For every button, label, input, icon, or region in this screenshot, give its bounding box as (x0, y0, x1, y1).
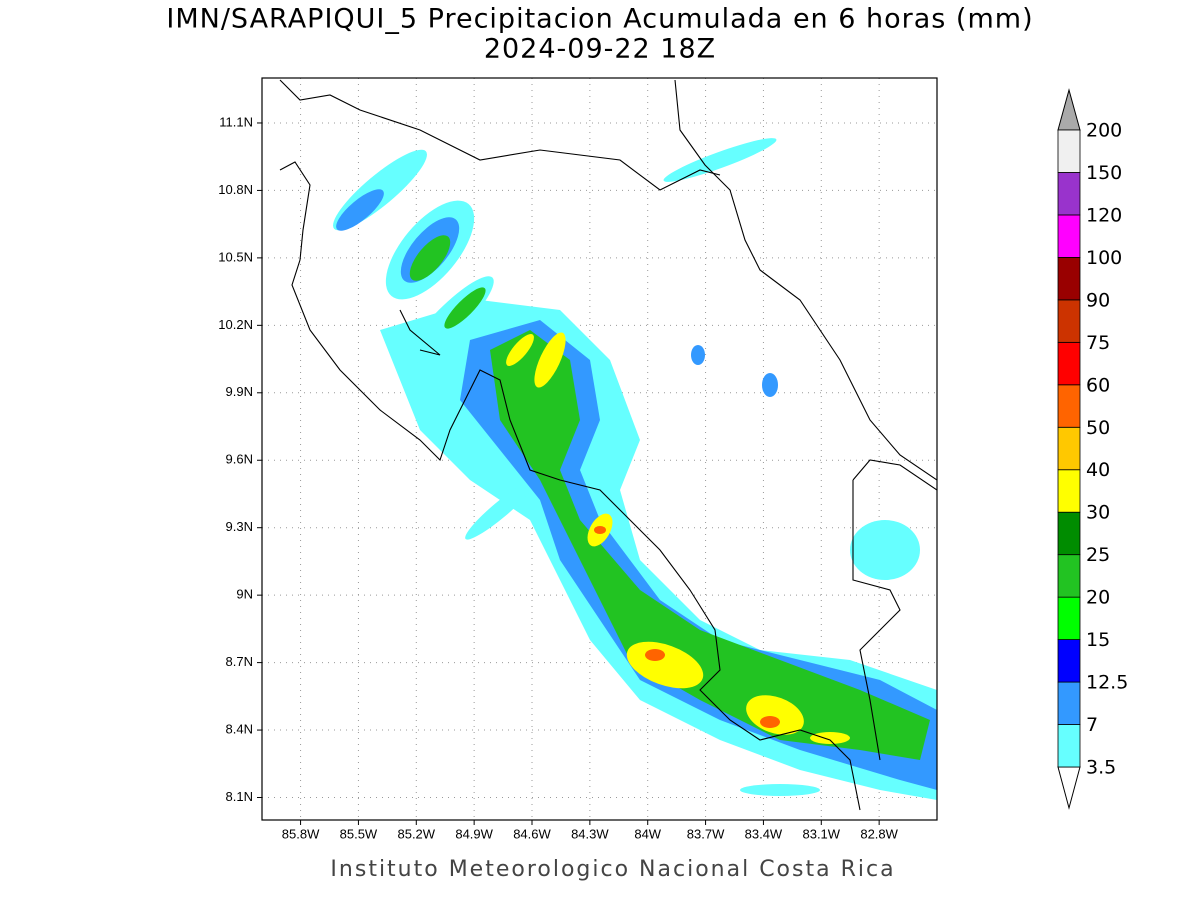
ticks: 85.8W 85.5W 85.2W 84.9W 84.6W 84.3W 84W 83.7W 83… (218, 114, 898, 841)
rain-area (490, 330, 930, 760)
colorbar-box (1057, 639, 1081, 683)
y-tick-label: 8.7N (226, 654, 253, 669)
rain-area (740, 784, 820, 796)
colorbar-label: 15 (1086, 629, 1110, 651)
y-tick-label: 8.4N (226, 721, 253, 736)
rain-area (336, 189, 384, 231)
precipitation (333, 138, 937, 800)
y-tick-label: 9.3N (226, 519, 253, 534)
colorbar-label: 90 (1086, 289, 1110, 311)
y-tick-label: 10.8N (218, 182, 253, 197)
coastline (399, 309, 441, 356)
subtitle: 2024-09-22 18Z (484, 34, 716, 65)
x-tick-label: 84.6W (513, 826, 551, 841)
colorbar-box (1057, 299, 1081, 343)
rain-area (460, 320, 937, 790)
y-tick-label: 9.6N (226, 452, 253, 467)
colorbar-label: 150 (1086, 162, 1122, 184)
colorbar-box (1057, 469, 1081, 513)
colorbar-box (1057, 724, 1081, 768)
coastline (279, 79, 937, 811)
y-tick-label: 10.2N (218, 317, 253, 332)
x-tick-label: 85.8W (282, 826, 320, 841)
coastline (279, 161, 861, 811)
colorbar-label: 30 (1086, 502, 1110, 524)
colorbar-label: 100 (1086, 247, 1122, 269)
coastline (852, 459, 937, 491)
x-tick-label: 82.8W (860, 826, 898, 841)
rain-area (810, 732, 850, 744)
colorbar-label: 12.5 (1086, 672, 1128, 694)
footer: Instituto Meteorologico Nacional Costa R… (330, 857, 895, 882)
colorbar-box (1057, 129, 1081, 173)
colorbar-label: 200 (1086, 120, 1122, 142)
rain-area (465, 480, 535, 540)
x-tick-label: 84.9W (455, 826, 493, 841)
rain-area (850, 520, 920, 580)
colorbar-label: 75 (1086, 332, 1110, 354)
y-tick-label: 9N (236, 587, 253, 602)
colorbar: 3.5 7 12.5 15 20 25 30 40 50 60 75 90 100 120 150 200 (1057, 120, 1128, 779)
colorbar-label: 3.5 (1086, 757, 1116, 779)
rain-area (594, 526, 606, 534)
map-frame (261, 77, 938, 821)
rain-area (534, 332, 566, 388)
colorbar-label: 60 (1086, 374, 1110, 396)
colorbar-box (1057, 681, 1081, 725)
colorbar-box (1057, 341, 1081, 386)
x-tick-label: 84.3W (571, 826, 609, 841)
y-tick-label: 10.5N (218, 249, 253, 264)
x-tick-label: 83.1W (802, 826, 840, 841)
rain-area (444, 287, 486, 329)
rain-area (762, 373, 778, 397)
border (852, 480, 901, 761)
rain-area (760, 716, 780, 728)
x-tick-label: 85.2W (397, 826, 435, 841)
border (279, 79, 721, 191)
colorbar-over (1057, 88, 1081, 131)
y-tick-label: 9.9N (226, 384, 253, 399)
rain-area (663, 138, 777, 182)
colorbar-box (1057, 214, 1081, 258)
x-tick-label: 83.4W (745, 826, 783, 841)
coastline (674, 79, 937, 481)
colorbar-label: 25 (1086, 544, 1110, 566)
colorbar-box (1057, 172, 1081, 216)
colorbar-label: 20 (1086, 587, 1110, 609)
colorbar-box (1057, 554, 1081, 598)
title: IMN/SARAPIQUI_5 Precipitacion Acumulada … (166, 4, 1033, 35)
y-tick-label: 11.1N (219, 114, 253, 129)
y-tick-label: 8.1N (226, 789, 253, 804)
colorbar-box (1057, 426, 1081, 471)
colorbar-under (1057, 766, 1081, 810)
colorbar-label: 40 (1086, 459, 1110, 481)
colorbar-box (1057, 596, 1081, 641)
colorbar-label: 120 (1086, 204, 1122, 226)
colorbar-label: 50 (1086, 417, 1110, 439)
rain-area (691, 345, 705, 365)
x-tick-label: 84W (634, 826, 661, 841)
rain-area (746, 695, 804, 735)
rain-area (645, 649, 665, 661)
x-tick-label: 85.5W (340, 826, 378, 841)
colorbar-box (1057, 384, 1081, 428)
x-tick-label: 83.7W (687, 826, 725, 841)
colorbar-box (1057, 256, 1081, 301)
rain-area (409, 235, 451, 281)
rain-area (506, 334, 534, 366)
colorbar-label: 7 (1086, 714, 1098, 736)
colorbar-box (1057, 511, 1081, 556)
